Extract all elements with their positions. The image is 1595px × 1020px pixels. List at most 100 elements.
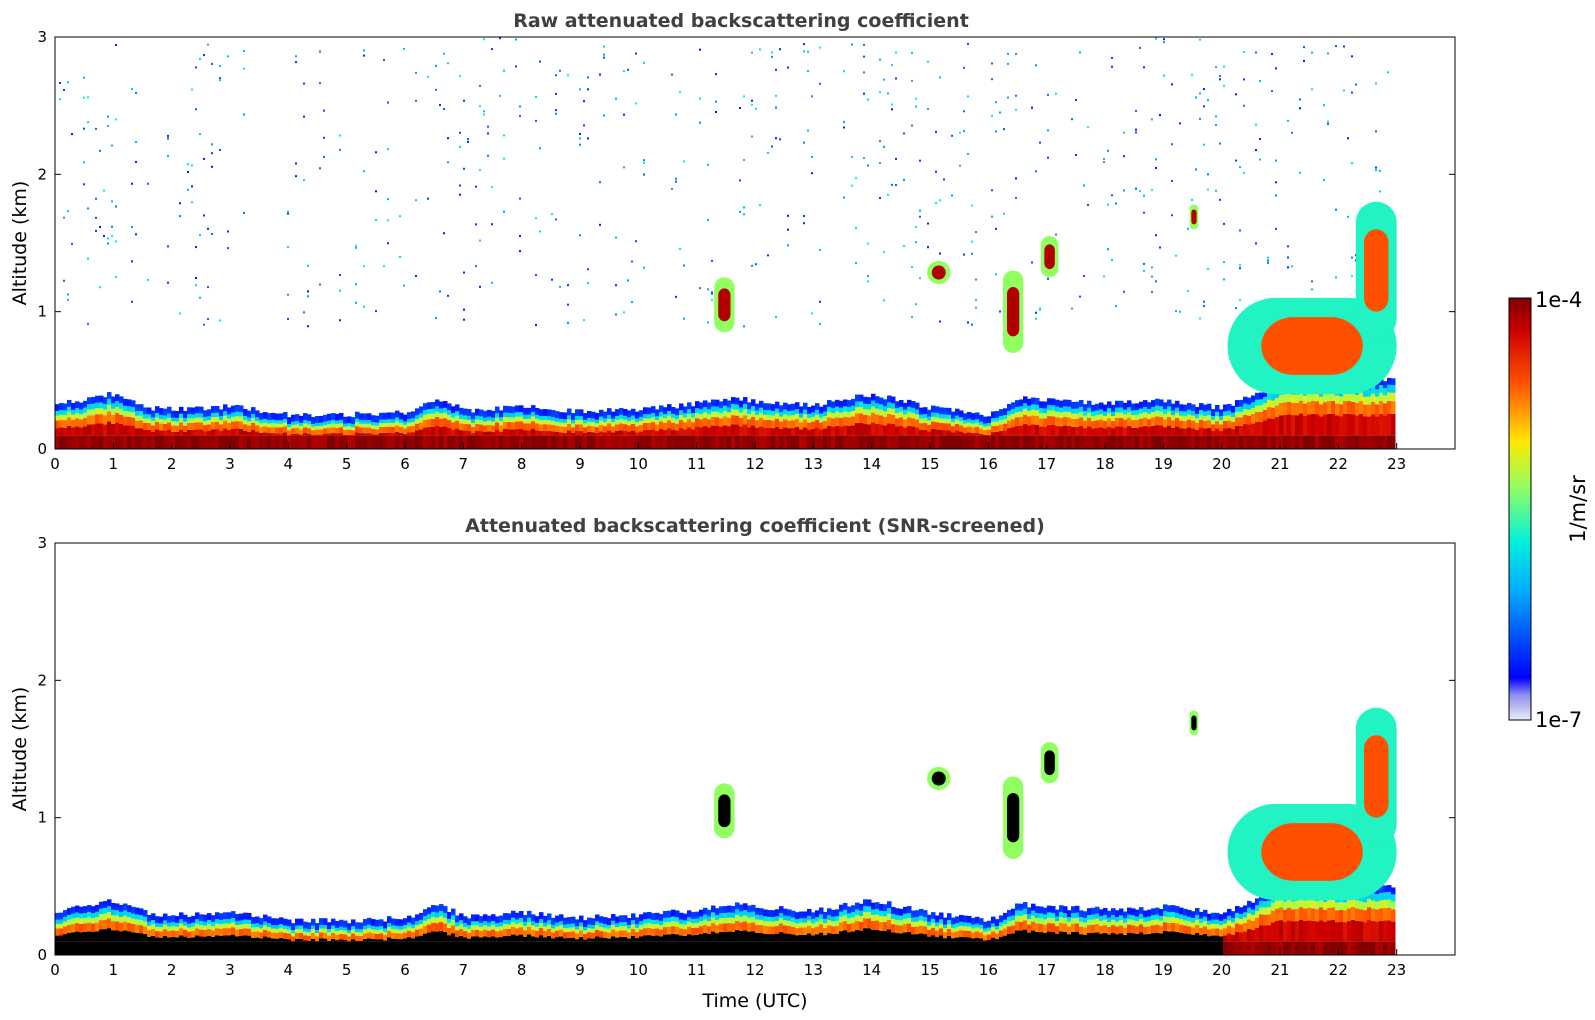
- heatmap-cell: [763, 925, 768, 934]
- heatmap-cell: [467, 932, 472, 939]
- noise-speck: [1311, 88, 1313, 91]
- heatmap-cell: [559, 426, 564, 433]
- heatmap-cell: [823, 935, 828, 942]
- heatmap-cell: [87, 435, 92, 449]
- heatmap-cell: [943, 430, 948, 436]
- heatmap-cell: [343, 934, 348, 940]
- noise-speck: [971, 240, 973, 243]
- heatmap-cell: [1243, 917, 1248, 923]
- heatmap-cell: [543, 922, 548, 927]
- heatmap-cell: [1339, 396, 1344, 405]
- heatmap-cell: [191, 414, 196, 419]
- heatmap-cell: [847, 406, 852, 413]
- heatmap-cell: [779, 941, 784, 955]
- heatmap-cell: [1159, 435, 1164, 449]
- heatmap-cell: [775, 408, 780, 414]
- noise-speck: [1171, 214, 1173, 217]
- heatmap-cell: [1231, 412, 1236, 418]
- heatmap-cell: [1043, 435, 1048, 449]
- noise-speck: [883, 299, 885, 302]
- heatmap-cell: [867, 912, 872, 919]
- heatmap-cell: [1303, 415, 1308, 436]
- heatmap-cell: [1035, 913, 1040, 919]
- heatmap-cell: [367, 433, 372, 436]
- colorbar: 1e-4 1e-7 1/m/sr: [1508, 288, 1590, 732]
- heatmap-cell: [371, 435, 376, 449]
- heatmap-cell: [967, 418, 972, 423]
- heatmap-cell: [1075, 408, 1080, 414]
- noise-speck: [895, 77, 897, 80]
- heatmap-cell: [1031, 915, 1036, 922]
- heatmap-cell: [1287, 941, 1292, 955]
- heatmap-cell: [147, 941, 152, 955]
- heatmap-cell: [971, 427, 976, 434]
- heatmap-cell: [1387, 413, 1392, 436]
- noise-speck: [919, 159, 921, 162]
- heatmap-cell: [995, 417, 1000, 422]
- heatmap-cell: [835, 425, 840, 436]
- heatmap-cell: [1039, 426, 1044, 436]
- heatmap-cell: [143, 910, 148, 917]
- heatmap-cell: [1127, 400, 1132, 408]
- heatmap-cell: [855, 435, 860, 449]
- noise-speck: [491, 48, 493, 51]
- heatmap-cell: [791, 934, 796, 942]
- heatmap-cell: [715, 406, 720, 412]
- heatmap-cell: [231, 934, 236, 942]
- heatmap-cell: [823, 420, 828, 429]
- noise-speck: [191, 201, 193, 204]
- noise-speck: [191, 164, 193, 167]
- heatmap-cell: [547, 913, 552, 921]
- noise-speck: [111, 144, 113, 147]
- heatmap-cell: [311, 941, 316, 955]
- heatmap-cell: [1003, 928, 1008, 936]
- heatmap-cell: [1163, 922, 1168, 931]
- heatmap-cell: [71, 409, 76, 415]
- heatmap-cell: [1031, 910, 1036, 916]
- noise-speck: [803, 215, 805, 218]
- heatmap-cell: [847, 435, 852, 449]
- heatmap-cell: [255, 916, 260, 924]
- heatmap-cell: [483, 421, 488, 426]
- heatmap-cell: [939, 912, 944, 920]
- heatmap-cell: [555, 941, 560, 955]
- heatmap-cell: [215, 421, 220, 430]
- heatmap-cell: [495, 916, 500, 924]
- heatmap-cell: [427, 932, 432, 942]
- heatmap-cell: [99, 914, 104, 921]
- noise-speck: [995, 101, 997, 104]
- noise-speck: [1151, 291, 1153, 294]
- heatmap-cell: [1163, 435, 1168, 449]
- heatmap-cell: [1067, 926, 1072, 935]
- heatmap-cell: [1155, 907, 1160, 915]
- heatmap-cell: [543, 926, 548, 931]
- heatmap-cell: [327, 433, 332, 436]
- noise-speck: [1243, 50, 1245, 53]
- noise-speck: [643, 161, 645, 164]
- heatmap-cell: [1103, 420, 1108, 429]
- heatmap-cell: [391, 435, 396, 449]
- heatmap-cell: [1019, 406, 1024, 412]
- noise-speck: [207, 286, 209, 289]
- heatmap-cell: [1219, 925, 1224, 930]
- heatmap-cell: [407, 930, 412, 938]
- heatmap-cell: [963, 433, 968, 436]
- heatmap-cell: [531, 936, 536, 942]
- heatmap-cell: [1083, 911, 1088, 919]
- heatmap-cell: [851, 405, 856, 411]
- heatmap-cell: [163, 929, 168, 937]
- heatmap-cell: [1303, 395, 1308, 404]
- heatmap-cell: [1099, 419, 1104, 428]
- heatmap-cell: [771, 934, 776, 942]
- heatmap-cell: [1051, 912, 1056, 918]
- heatmap-cell: [1219, 936, 1224, 942]
- heatmap-cell: [815, 414, 820, 420]
- heatmap-cell: [1239, 932, 1244, 942]
- heatmap-cell: [1031, 941, 1036, 955]
- heatmap-cell: [1015, 435, 1020, 449]
- heatmap-cell: [871, 902, 876, 910]
- heatmap-cell: [575, 941, 580, 955]
- heatmap-cell: [1211, 935, 1216, 942]
- heatmap-cell: [1295, 900, 1300, 909]
- heatmap-cell: [315, 923, 320, 930]
